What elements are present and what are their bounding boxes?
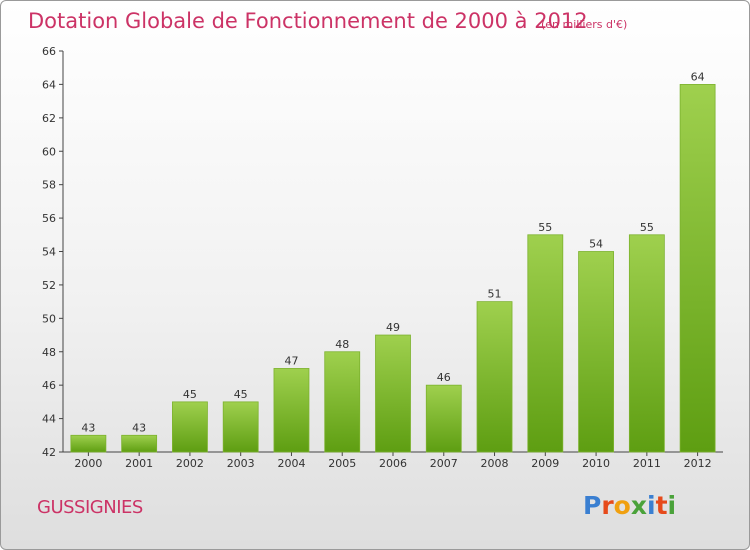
x-axis: 2000 2001 2002 2003 2004 2005 2006 2007 2008 2009… — [63, 451, 723, 470]
y-tick-label: 54 — [42, 246, 56, 259]
x-tick-label: 2008 — [481, 457, 509, 470]
y-tick-label: 52 — [42, 279, 56, 292]
y-tick-label: 42 — [42, 446, 56, 459]
y-axis: 42 44 46 48 50 52 54 56 58 60 62 64 66 — [42, 45, 64, 459]
y-tick-label: 48 — [42, 346, 56, 359]
x-tick-label: 2010 — [582, 457, 610, 470]
x-tick-label: 2000 — [74, 457, 102, 470]
bar-value-label: 43 — [81, 421, 95, 434]
y-tick-label: 56 — [42, 212, 56, 225]
bar — [476, 301, 513, 453]
bar-value-label: 55 — [640, 221, 654, 234]
commune-name: GUSSIGNIES — [37, 497, 143, 518]
y-tick-label: 66 — [42, 45, 56, 58]
x-tick-label: 2007 — [430, 457, 458, 470]
logo-letter: t — [655, 491, 668, 520]
y-tick-label: 64 — [42, 78, 56, 91]
x-tick-label: 2009 — [531, 457, 559, 470]
x-tick-label: 2004 — [277, 457, 305, 470]
bar-value-label: 46 — [437, 371, 451, 384]
x-tick-label: 2001 — [125, 457, 153, 470]
logo-letter: x — [630, 491, 647, 520]
bar-value-label: 45 — [234, 388, 248, 401]
bar — [679, 84, 716, 453]
x-tick-label: 2012 — [684, 457, 712, 470]
bar-value-label: 48 — [335, 338, 349, 351]
bar — [121, 434, 158, 453]
x-tick-label: 2011 — [633, 457, 661, 470]
x-tick-label: 2003 — [227, 457, 255, 470]
bar — [324, 351, 361, 453]
bar — [425, 384, 462, 453]
bar — [222, 401, 259, 453]
logo-letter: P — [583, 491, 602, 520]
proxiti-logo: Proxiti — [583, 491, 676, 520]
bar — [172, 401, 208, 453]
y-tick-label: 50 — [42, 312, 56, 325]
logo-letter: i — [647, 491, 656, 520]
bar-value-label: 51 — [488, 288, 502, 301]
logo-letter: r — [601, 491, 614, 520]
bar-value-label: 47 — [284, 354, 298, 367]
bar — [578, 251, 614, 453]
bar-value-label: 54 — [589, 238, 603, 251]
logo-letter: o — [613, 491, 631, 520]
bar-value-label: 64 — [691, 70, 705, 83]
chart-subtitle: (en milliers d'€) — [541, 18, 628, 31]
logo-letter: i — [667, 491, 677, 520]
bar-value-label: 43 — [132, 421, 146, 434]
y-tick-label: 46 — [42, 379, 56, 392]
bars: 43 43 45 45 47 48 49 46 51 55 54 55 64 — [70, 70, 716, 453]
bar-value-label: 45 — [183, 388, 197, 401]
y-tick-label: 58 — [42, 179, 56, 192]
bar-value-label: 55 — [538, 221, 552, 234]
bar — [70, 434, 107, 453]
bar-value-label: 49 — [386, 321, 400, 334]
y-tick-label: 60 — [42, 145, 56, 158]
bar — [527, 234, 564, 453]
y-tick-label: 62 — [42, 112, 56, 125]
bar — [273, 368, 310, 453]
bar — [375, 334, 411, 453]
x-tick-label: 2002 — [176, 457, 204, 470]
bar — [628, 234, 665, 453]
x-tick-label: 2005 — [328, 457, 356, 470]
chart-title: Dotation Globale de Fonctionnement de 20… — [28, 9, 588, 33]
y-tick-label: 44 — [42, 413, 56, 426]
x-tick-label: 2006 — [379, 457, 407, 470]
